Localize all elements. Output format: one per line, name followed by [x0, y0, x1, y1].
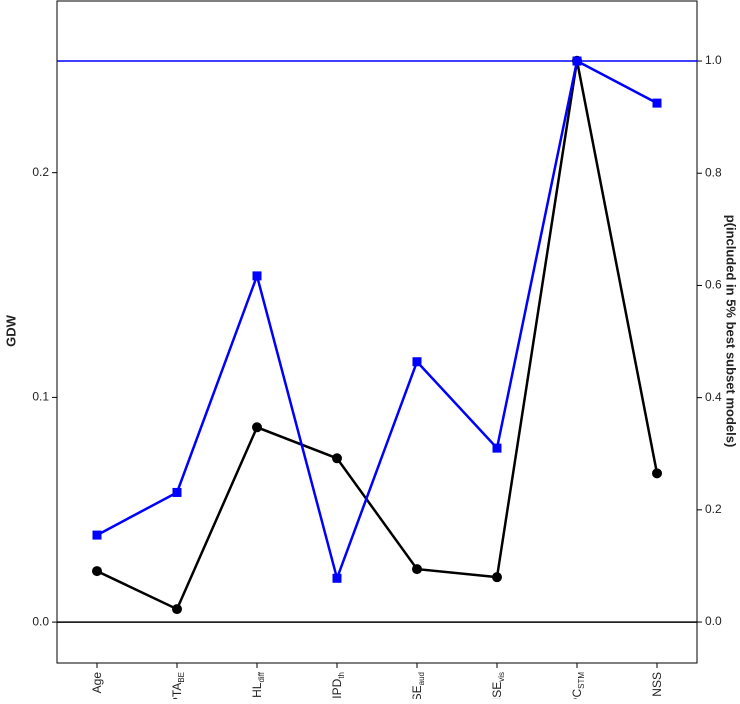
category-subscript: vis	[497, 672, 506, 682]
y2-tick-label: 0.0	[705, 614, 722, 628]
point	[252, 271, 262, 281]
plot-frame	[56, 0, 698, 664]
category-subscript: aud	[417, 672, 426, 685]
y2-axis-label: p(included in 5% best subset models)	[724, 215, 739, 448]
series-line	[96, 60, 659, 611]
y-tick-label: 0.1	[32, 390, 49, 404]
category-name: PTA	[170, 683, 184, 699]
category-subscript: diff	[257, 671, 266, 682]
x-tick-label: ISEvis	[490, 672, 506, 699]
category-name: IPD	[330, 678, 344, 698]
category-name: Age	[90, 672, 104, 694]
point	[652, 468, 662, 479]
category-name: PC	[570, 689, 584, 699]
category-name: ISE	[410, 685, 424, 699]
point	[332, 573, 342, 583]
point	[412, 357, 422, 367]
x-tick-label: PTABE	[170, 672, 186, 699]
category-name: ISE	[490, 682, 504, 699]
x-tick-label: Age	[90, 672, 104, 694]
y-axis-label: GDW	[3, 314, 18, 347]
category-name: NSS	[650, 672, 664, 697]
y2-tick-label: 0.8	[705, 165, 722, 179]
category-name: HL	[250, 682, 264, 698]
x-tick-label: PCSTM	[570, 672, 586, 699]
point	[492, 443, 502, 453]
x-tick-label: HLdiff	[250, 671, 266, 698]
point	[92, 530, 102, 540]
category-subscript: th	[337, 672, 346, 679]
point	[332, 453, 342, 464]
category-subscript: BE	[177, 672, 186, 683]
y2-tick-label: 1.0	[705, 53, 722, 67]
y2-tick-label: 0.6	[705, 278, 722, 292]
category-subscript: STM	[577, 672, 586, 689]
series-line	[96, 59, 658, 583]
y2-tick-label: 0.4	[705, 390, 722, 404]
x-tick-label: IPDth	[330, 672, 346, 699]
point	[412, 564, 422, 575]
y-tick-label: 0.0	[32, 614, 49, 628]
point	[172, 604, 182, 615]
point	[172, 487, 182, 497]
x-tick-label: NSS	[650, 672, 664, 697]
point	[92, 566, 102, 577]
y2-tick-label: 0.2	[705, 502, 722, 516]
x-tick-label: ISEaud	[410, 672, 426, 699]
point	[492, 572, 502, 583]
point	[572, 56, 582, 66]
point	[252, 422, 262, 433]
y-tick-label: 0.2	[32, 165, 49, 179]
point	[652, 98, 662, 108]
